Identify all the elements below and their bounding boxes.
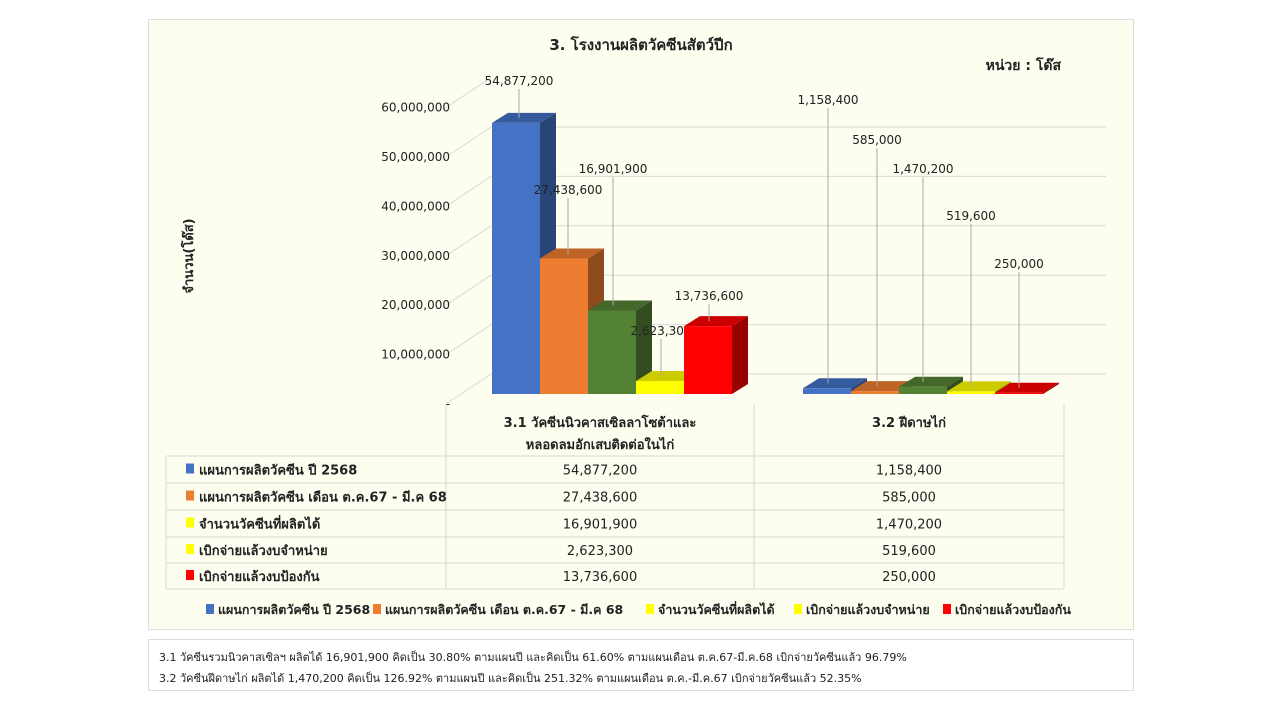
table-row-label: แผนการผลิตวัคซีน เดือน ต.ค.67 - มี.ค 68: [199, 490, 447, 506]
table-header: หลอดลมอักเสบติดต่อในไก่: [526, 436, 675, 453]
y-tick-label: 60,000,000: [381, 101, 450, 115]
legend-key: [646, 604, 654, 614]
legend-key: [206, 604, 214, 614]
y-tick-label: -: [446, 397, 450, 411]
unit-label: หน่วย : โด๊ส: [986, 56, 1062, 74]
legend-entry: แผนการผลิตวัคซีน ปี 2568: [218, 602, 370, 617]
data-label: 585,000: [852, 133, 902, 147]
bar-top: [684, 316, 748, 327]
wall-gridline: [445, 373, 492, 405]
data-label: 27,438,600: [534, 183, 603, 197]
y-axis-label: จำนวน(โด๊ส): [180, 218, 197, 293]
table-row-label: เบิกจ่ายแล้วงบจำหน่าย: [199, 543, 328, 559]
y-tick-label: 40,000,000: [381, 199, 450, 213]
data-label: 1,470,200: [892, 162, 953, 176]
bar-top: [899, 376, 963, 387]
table-row-label: เบิกจ่ายแล้วงบป้องกัน: [199, 569, 320, 585]
table-legend-key: [186, 490, 194, 501]
note-line: 3.1 วัคซีนรวมนิวคาสเซิลฯ ผลิตได้ 16,901,…: [159, 651, 907, 664]
bar: [684, 326, 732, 394]
table-cell: 519,600: [882, 544, 936, 559]
data-label: 250,000: [994, 257, 1044, 271]
bar: [492, 122, 540, 395]
chart-title: 3. โรงงานผลิตวัคซีนสัตว์ปีก: [549, 35, 732, 54]
table-cell: 2,623,300: [567, 544, 633, 559]
bar-top: [995, 382, 1059, 393]
wall-gridline: [445, 324, 492, 356]
legend-key: [373, 604, 381, 614]
table-cell: 1,470,200: [876, 518, 942, 533]
bar: [899, 386, 947, 394]
bar: [851, 391, 899, 394]
legend-entry: จำนวนวัคซีนที่ผลิตได้: [658, 601, 775, 617]
bar-side: [732, 316, 748, 394]
table-row-label: จำนวนวัคซีนที่ผลิตได้: [199, 515, 320, 533]
bar-top: [803, 378, 867, 389]
bar: [540, 258, 588, 394]
table-cell: 250,000: [882, 570, 936, 585]
legend-entry: แผนการผลิตวัคซีน เดือน ต.ค.67 - มี.ค 68: [385, 602, 623, 617]
legend-key: [943, 604, 951, 614]
table-legend-key: [186, 570, 194, 580]
table-legend-key: [186, 544, 194, 554]
bar-chart: 3. โรงงานผลิตวัคซีนสัตว์ปีกหน่วย : โด๊สจ…: [165, 35, 1106, 617]
y-tick-label: 30,000,000: [381, 249, 450, 263]
wall-gridline: [445, 175, 492, 207]
legend-entry: เบิกจ่ายแล้วงบป้องกัน: [955, 602, 1071, 617]
bar-top: [492, 112, 556, 123]
bar-side: [1043, 382, 1059, 394]
table-cell: 13,736,600: [563, 570, 637, 585]
bar-top: [540, 248, 604, 259]
table-header: 3.2 ฝีดาษไก่: [872, 414, 946, 431]
y-tick-label: 10,000,000: [381, 348, 450, 362]
wall-gridline: [445, 126, 492, 158]
table-legend-key: [186, 517, 194, 528]
table-row-label: แผนการผลิตวัคซีน ปี 2568: [199, 463, 357, 479]
table-legend-key: [186, 463, 194, 474]
chart-panel: 3. โรงงานผลิตวัคซีนสัตว์ปีกหน่วย : โด๊สจ…: [148, 19, 1134, 630]
wall-gridline: [445, 225, 492, 257]
table-header: 3.1 วัคซีนนิวคาสเซิลลาโซต้าและ: [504, 414, 697, 431]
table-cell: 1,158,400: [876, 464, 942, 479]
y-tick-label: 50,000,000: [381, 150, 450, 164]
bar-side: [636, 300, 652, 394]
bar: [636, 381, 684, 394]
data-label: 54,877,200: [485, 74, 554, 88]
bar: [995, 392, 1043, 394]
data-label: 13,736,600: [675, 289, 744, 303]
table-cell: 585,000: [882, 491, 936, 506]
bar: [947, 391, 995, 394]
notes-box: 3.1 วัคซีนรวมนิวคาสเซิลฯ ผลิตได้ 16,901,…: [148, 639, 1134, 691]
bar-top: [588, 300, 652, 311]
wall-gridline: [445, 274, 492, 306]
data-label: 1,158,400: [797, 93, 858, 107]
bar-top: [947, 381, 1011, 392]
wall-gridline: [445, 77, 492, 109]
data-label: 16,901,900: [579, 162, 648, 176]
data-label: 519,600: [946, 209, 996, 223]
legend-key: [794, 604, 802, 614]
bar: [803, 388, 851, 394]
note-line: 3.2 วัคซีนฝีดาษไก่ ผลิตได้ 1,470,200 คิด…: [159, 672, 862, 685]
legend-entry: เบิกจ่ายแล้วงบจำหน่าย: [806, 602, 930, 617]
bar: [588, 310, 636, 394]
table-cell: 27,438,600: [563, 491, 637, 506]
table-cell: 54,877,200: [563, 464, 637, 479]
table-cell: 16,901,900: [563, 518, 637, 533]
y-tick-label: 20,000,000: [381, 298, 450, 312]
data-label: 2,623,300: [630, 324, 691, 338]
